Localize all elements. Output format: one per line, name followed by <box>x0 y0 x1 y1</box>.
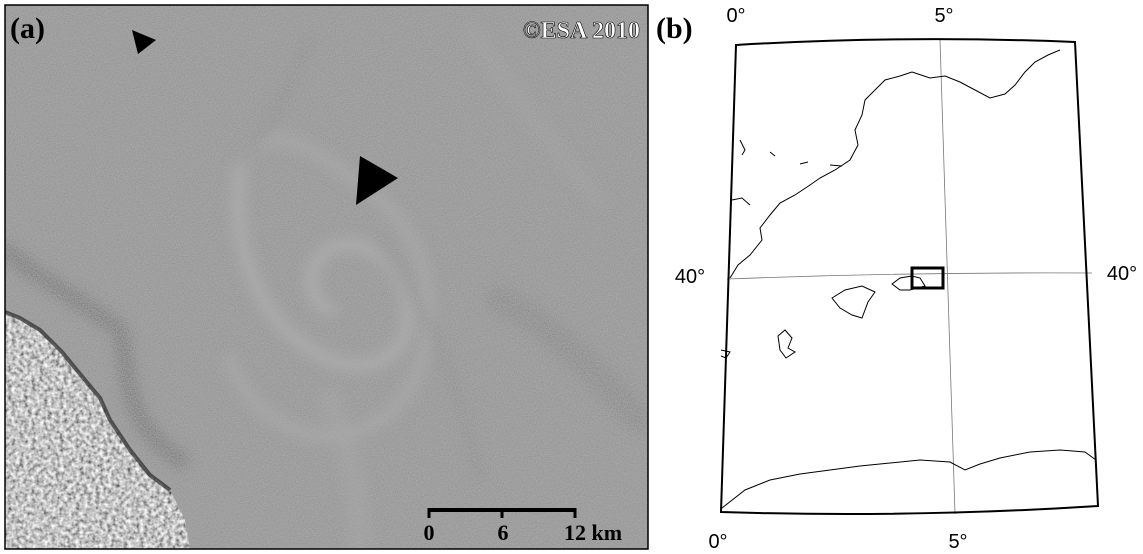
panel-label: (b) <box>656 12 693 45</box>
lat-label: 40° <box>675 266 705 288</box>
scale-label: 12 km <box>564 520 622 545</box>
sar-image <box>5 5 648 549</box>
lon-label: 5° <box>934 5 953 27</box>
scale-label: 6 <box>498 520 509 545</box>
map <box>721 39 1098 514</box>
lon-label: 5° <box>948 531 967 553</box>
lat-label: 40° <box>1107 263 1137 285</box>
figure: (a) ©ESA 2010 0 6 12 km (b) 0° <box>0 0 1143 554</box>
coastline <box>721 50 1096 508</box>
panel-label: (a) <box>10 12 45 45</box>
scale-label: 0 <box>424 520 435 545</box>
copyright: ©ESA 2010 <box>523 18 640 44</box>
lon-label: 0° <box>708 531 727 553</box>
lon-label: 0° <box>726 5 745 27</box>
study-area <box>912 268 943 288</box>
